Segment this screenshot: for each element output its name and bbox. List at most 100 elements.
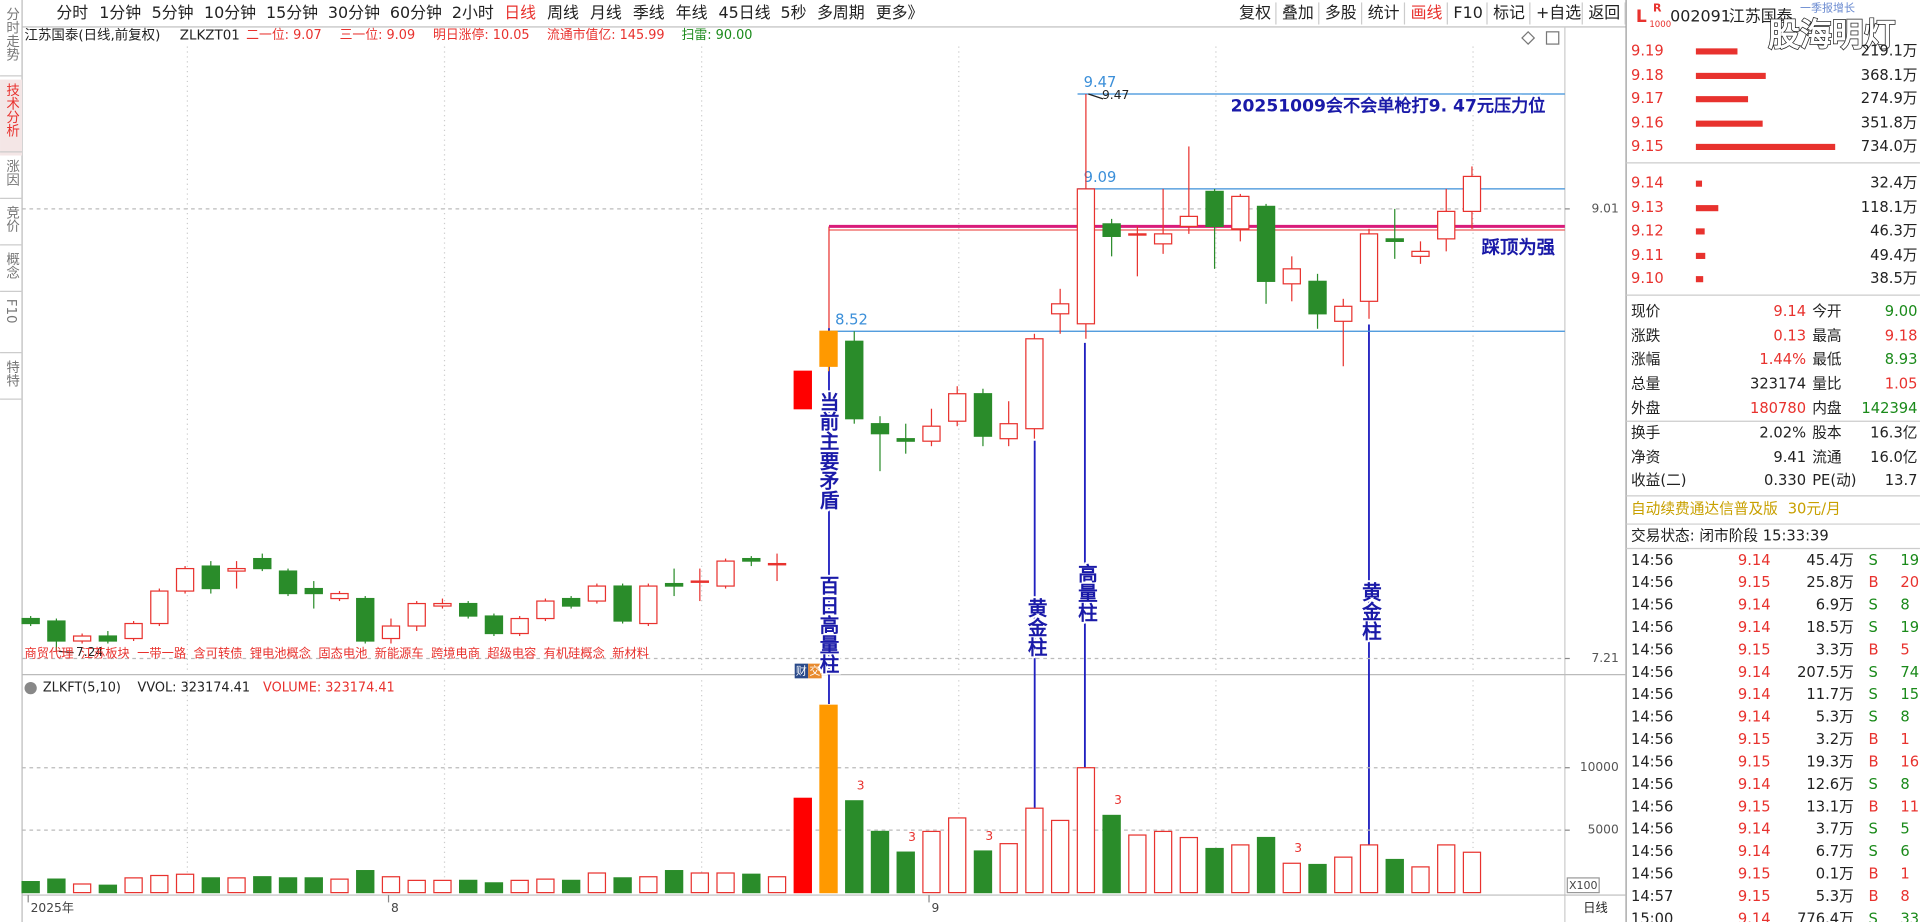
period-tab[interactable]: 日线 [504,3,536,22]
tool-button[interactable]: 多股 [1325,3,1357,22]
period-tab[interactable]: 45日线 [719,3,771,22]
volume-bar [1025,807,1044,894]
badge[interactable]: 交 [809,664,820,678]
period-tab[interactable]: 15分钟 [266,3,318,22]
volume-bar [1102,814,1121,894]
indicator-value: 扫雷: 90.00 [682,28,753,43]
concept-tag[interactable]: 固态电池 [318,646,367,660]
sidebar-tab[interactable]: 竞价 [3,205,20,233]
volume-bar [381,876,401,894]
period-tab[interactable]: 5分钟 [152,3,194,22]
volume-bar [98,884,118,894]
concept-tag[interactable]: 商贸代理 [25,645,74,660]
indicator-value: 三一位: 9.09 [340,28,416,43]
quote-label: 最高 [1812,328,1841,345]
level-label: 9.47 [1084,74,1117,91]
chart-title: 江苏国泰(日线,前复权) [25,27,161,44]
concept-tag[interactable]: 跨境电商 [431,645,480,660]
tool-button[interactable]: 画线 [1411,3,1443,22]
sidebar-tab[interactable]: 特特 [3,360,20,387]
trade-volume: 5.3万 [1816,709,1854,726]
volume-bar [896,851,915,894]
candle-body [948,393,967,422]
concept-tag[interactable]: 含可转债 [194,645,243,660]
tool-button[interactable]: 复权 [1239,3,1271,22]
concept-tag[interactable]: 锂电池概念 [250,645,311,660]
sidebar-tab[interactable]: 技术分析 [3,83,20,137]
book-bar [1695,48,1738,55]
period-tab[interactable]: 1分钟 [99,3,141,22]
concept-tag[interactable]: 新能源车 [375,645,424,660]
trade-side: S [1869,552,1878,569]
tool-button[interactable]: 叠加 [1282,3,1314,22]
concept-tag[interactable]: 江苏板块 [81,645,130,660]
trade-side: S [1869,776,1878,793]
annotation: 20251009会不会单枪打9. 47元压力位 [1231,96,1546,117]
volume-bar [1231,844,1250,894]
quote-value: 16.0亿 [1870,449,1917,466]
volume-bar [1153,830,1173,894]
tool-button[interactable]: 返回 [1588,3,1620,22]
trade-side: B [1869,888,1879,905]
sidebar-tab[interactable]: 概念 [3,252,20,279]
candle-body [407,602,426,627]
concept-tag[interactable]: 有机硅概念 [544,645,605,660]
badge[interactable]: 财 [796,664,807,678]
concept-tag[interactable]: 新材料 [612,645,649,660]
tool-button[interactable]: 统计 [1368,3,1400,22]
promo[interactable]: 30元/月 [1788,500,1841,517]
trade-time: 14:56 [1631,798,1673,815]
period-tab[interactable]: 10分钟 [204,3,256,22]
trade-volume: 18.5万 [1806,619,1853,636]
period-tab[interactable]: 年线 [676,3,708,22]
badge-box [794,663,809,679]
sidebar-tab[interactable]: F10 [3,299,18,324]
sidebar-tab[interactable]: 分时走势 [3,7,20,62]
tool-button[interactable]: +自选 [1536,3,1581,22]
trade-volume: 13.1万 [1806,798,1853,815]
tool-button[interactable]: F10 [1453,3,1482,22]
period-tab[interactable]: 多周期 [817,3,865,22]
trade-count: 19 [1900,552,1919,569]
icon[interactable] [1545,31,1560,45]
period-tab[interactable]: 5秒 [780,3,806,22]
concept-tag[interactable]: 超级电容 [487,645,536,660]
level-label: 9.09 [1084,169,1117,186]
period-tab[interactable]: 分时 [56,3,88,22]
quote-label: 换手 [1631,424,1660,441]
concept-tag[interactable]: 一带一路 [137,645,186,660]
icon[interactable] [24,682,37,695]
candle-body [896,438,915,442]
period-tab[interactable]: 月线 [590,3,622,22]
tool-button[interactable]: 标记 [1493,3,1525,22]
badge: 1000 [1649,20,1671,30]
promo[interactable]: 自动续费通达信普及版 [1631,500,1778,517]
book-bar [1695,205,1719,212]
candle-body [1076,188,1096,325]
trade-price: 9.14 [1738,686,1771,703]
indicator-value: 流通市值亿: 145.99 [547,27,665,43]
period-tab[interactable]: 30分钟 [328,3,380,22]
book-price: 9.12 [1631,222,1664,239]
book-volume: 118.1万 [1861,199,1918,216]
period-tab[interactable]: 周线 [547,3,579,22]
trade-side: B [1869,753,1879,770]
volume-bar [21,881,40,894]
period-tab[interactable]: 60分钟 [390,3,442,22]
period-tab[interactable]: 季线 [633,3,665,22]
quote-label: 内盘 [1812,399,1842,417]
period-tab[interactable]: 更多》 [876,3,924,22]
trade-count: 8 [1900,597,1909,614]
icon[interactable] [1521,30,1536,45]
period-tab[interactable]: 2小时 [452,3,494,22]
candle-body [845,340,864,420]
trade-count: 15 [1900,686,1919,703]
trade-side: S [1869,664,1878,681]
volume-bar [639,876,658,894]
volume-bar [716,872,735,894]
trade-side: S [1869,843,1878,860]
candle-body [227,567,246,572]
volume-bar [536,878,555,894]
sidebar-tab[interactable]: 涨因 [3,159,20,186]
